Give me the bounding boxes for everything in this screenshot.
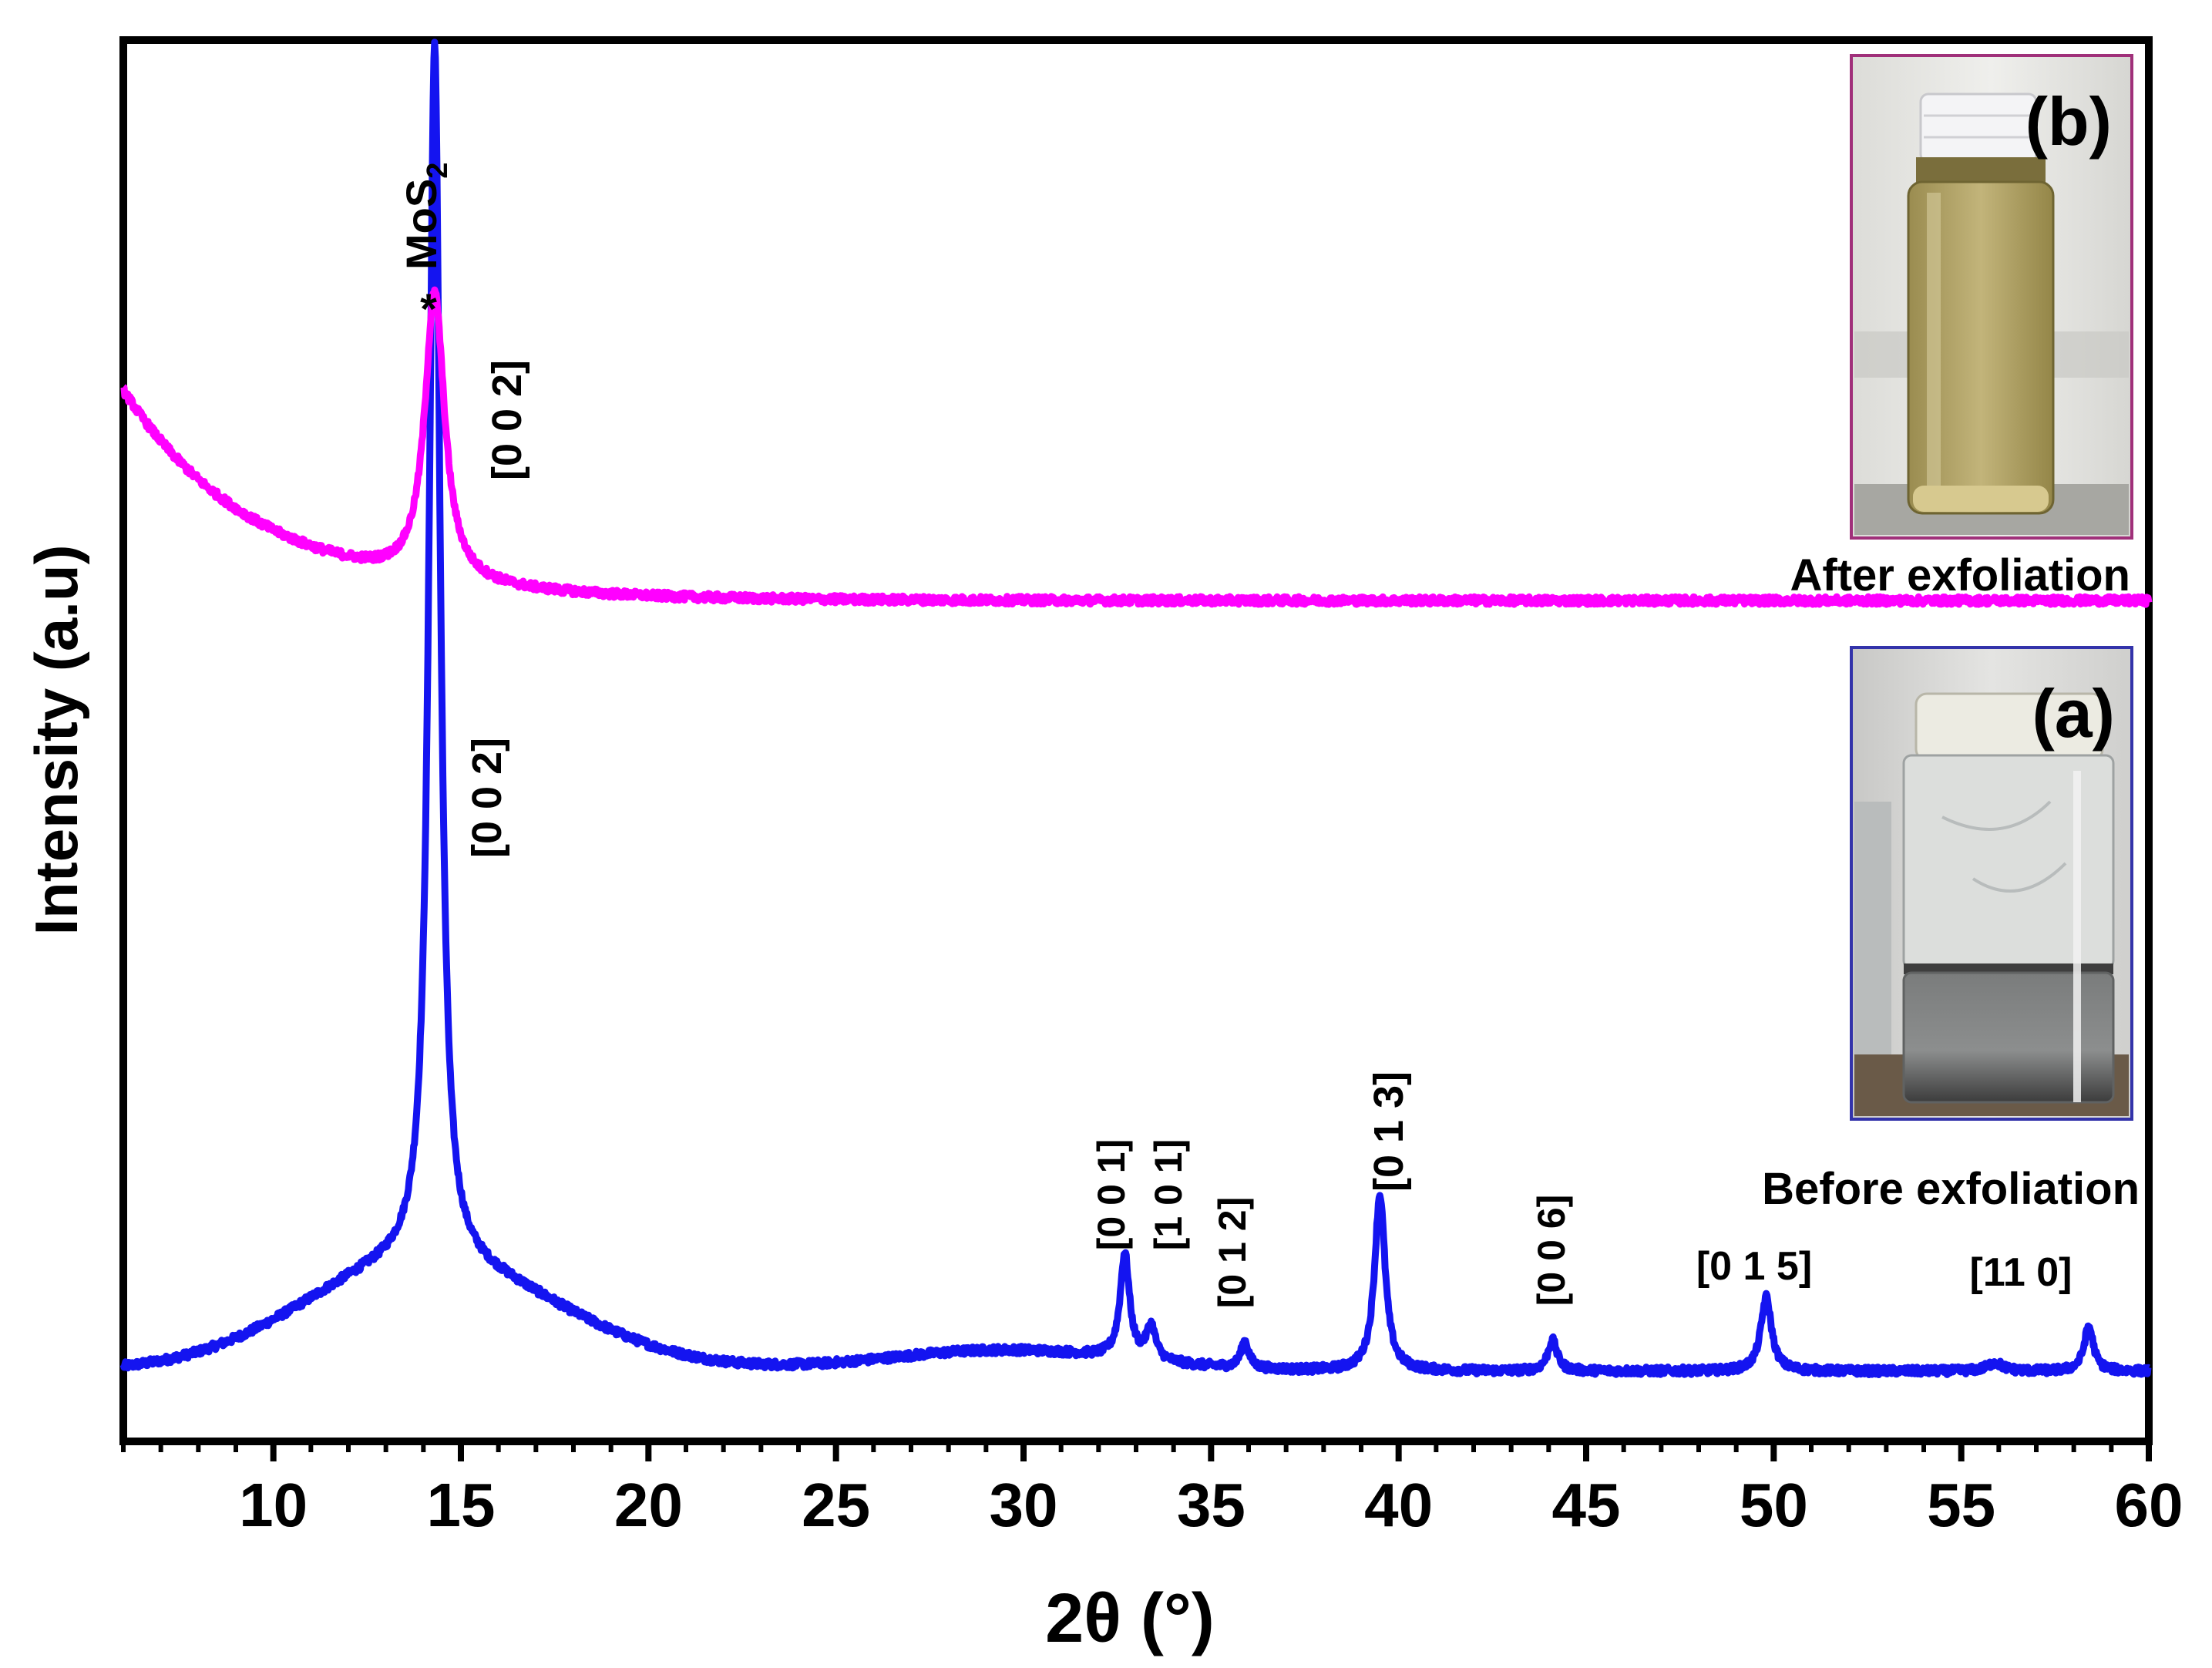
peak-label-101: [1 0 1] — [1147, 1139, 1190, 1251]
x-tick-label-55: 55 — [1927, 1471, 1995, 1539]
after-exfoliation-caption: After exfoliation — [1790, 550, 2131, 600]
inset-before-photo: (a) — [1850, 646, 2133, 1121]
svg-text:[0 1 2]: [0 1 2] — [1211, 1197, 1254, 1309]
peak-label-013: [0 1 3] — [1366, 1071, 1412, 1192]
x-tick-label-15: 15 — [427, 1471, 496, 1539]
mos2-label: MoS2 — [397, 163, 454, 270]
y-axis-title: Intensity (a.u) — [22, 544, 90, 935]
peak-label-after-002: [0 0 2] — [484, 360, 530, 480]
mos2-star: * — [420, 284, 437, 333]
x-tick-label-60: 60 — [2115, 1471, 2183, 1539]
x-tick-label-10: 10 — [239, 1471, 308, 1539]
x-axis-ticks — [121, 1441, 2152, 1461]
inset-b-label: (b) — [2025, 83, 2112, 160]
svg-text:[0 0 6]: [0 0 6] — [1530, 1195, 1573, 1306]
peak-label-006: [0 0 6] — [1530, 1195, 1573, 1306]
jar-liquid-dark — [1902, 971, 2115, 1104]
x-axis-tick-labels: 10 15 20 25 30 35 40 45 50 55 60 — [239, 1471, 2183, 1539]
series-before-exfoliation — [119, 39, 2152, 1378]
peak-label-before-002: [0 0 2] — [464, 738, 510, 858]
inset-after-photo: (b) — [1850, 54, 2133, 540]
x-tick-label-45: 45 — [1552, 1471, 1621, 1539]
x-axis-title: 2θ (°) — [1045, 1580, 1215, 1657]
svg-text:[0 0 2]: [0 0 2] — [464, 738, 510, 858]
x-tick-label-30: 30 — [990, 1471, 1058, 1539]
x-tick-label-50: 50 — [1740, 1471, 1808, 1539]
inset-a-label: (a) — [2032, 675, 2115, 752]
mos2-subscript: 2 — [422, 163, 454, 179]
peak-label-012: [0 1 2] — [1211, 1197, 1254, 1309]
svg-text:[0 0 2]: [0 0 2] — [484, 360, 530, 480]
vial-cap-white — [1919, 92, 2038, 163]
mos2-main: MoS — [397, 179, 445, 270]
x-tick-label-20: 20 — [614, 1471, 683, 1539]
x-tick-label-35: 35 — [1177, 1471, 1246, 1539]
before-exfoliation-caption: Before exfoliation — [1762, 1164, 2140, 1214]
peak-label-110: [11 0] — [1970, 1250, 2072, 1295]
x-tick-label-25: 25 — [802, 1471, 870, 1539]
x-tick-label-40: 40 — [1364, 1471, 1433, 1539]
svg-text:MoS2: MoS2 — [397, 163, 454, 270]
peak-label-001: [0 0 1] — [1090, 1139, 1133, 1251]
svg-text:[1 0 1]: [1 0 1] — [1147, 1139, 1190, 1251]
svg-text:[0 0 1]: [0 0 1] — [1090, 1139, 1133, 1251]
svg-text:[0 1 3]: [0 1 3] — [1366, 1071, 1412, 1192]
series-after-exfoliation — [120, 286, 2153, 608]
peak-label-015: [0 1 5] — [1696, 1244, 1812, 1289]
vial-liquid-yellow — [1907, 180, 2055, 515]
